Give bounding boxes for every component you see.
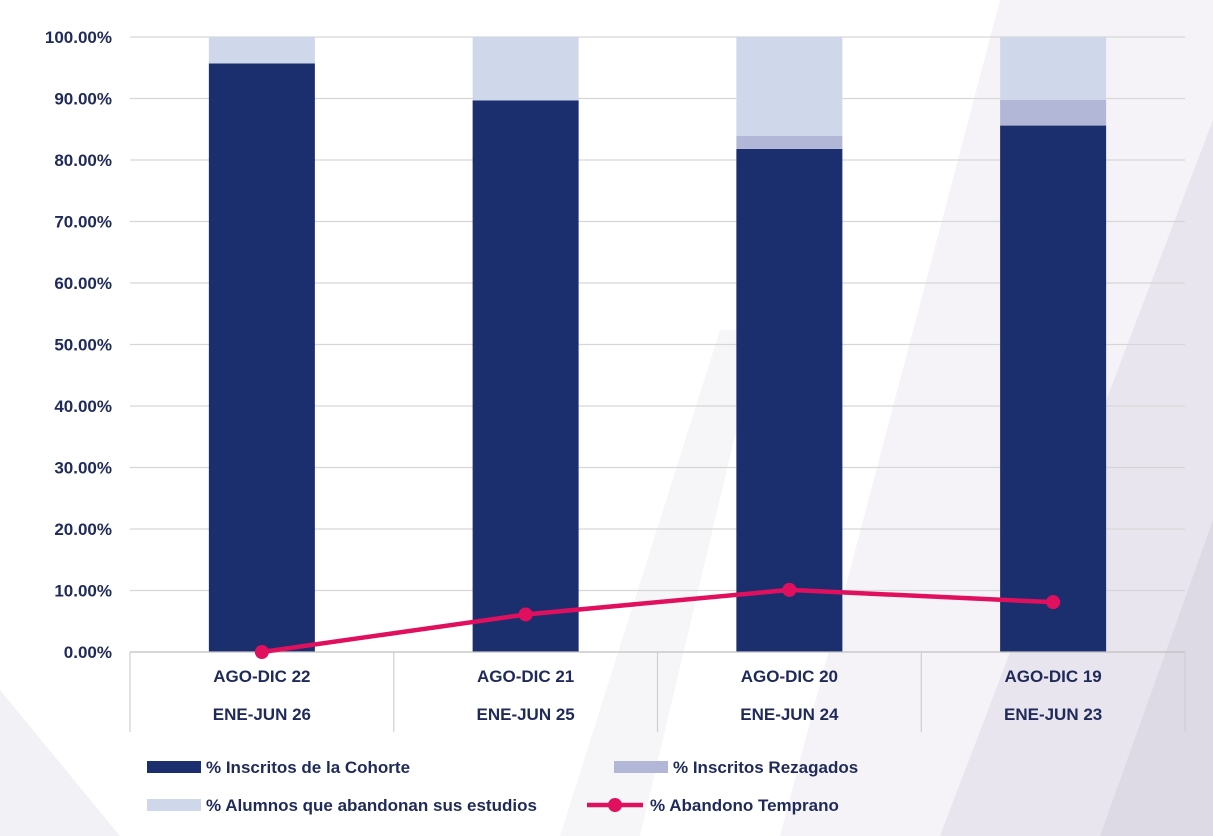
legend-item-0: % Inscritos de la Cohorte [147,758,410,777]
legend-label: % Abandono Temprano [650,796,839,815]
bar-segment-series0-cat0 [208,63,315,652]
line-point-cat0 [254,645,269,659]
x-tick-label: ENE-JUN 24 [740,705,839,724]
y-tick-label: 90.00% [54,90,112,109]
x-tick-label: ENE-JUN 25 [476,705,574,724]
legend-item-2: % Alumnos que abandonan sus estudios [147,796,537,815]
bar-segment-series2-cat0 [208,37,315,64]
bars [208,37,1107,653]
bar-segment-series2-cat3 [1000,37,1107,100]
legend-swatch [147,799,201,811]
bar-segment-series1-cat2 [736,136,843,149]
legend: % Inscritos de la Cohorte % Inscritos Rez… [147,758,858,815]
legend-item-3: % Abandono Temprano [587,796,839,815]
abandono-temprano-line [254,582,1061,659]
legend-swatch-marker [608,798,622,812]
bar-segment-series2-cat1 [472,37,579,101]
bar-segment-series0-cat2 [736,148,843,652]
y-tick-label: 70.00% [54,213,112,232]
legend-swatch [147,761,201,773]
y-tick-label: 60.00% [54,274,112,293]
line-point-cat3 [1046,595,1061,610]
bar-segment-series0-cat3 [1000,125,1107,652]
x-tick-label: AGO-DIC 22 [213,667,310,686]
legend-label: % Alumnos que abandonan sus estudios [206,796,537,815]
y-tick-label: 30.00% [54,459,112,478]
y-tick-label: 20.00% [54,520,112,539]
x-tick-label: AGO-DIC 21 [477,667,574,686]
legend-label: % Inscritos de la Cohorte [206,758,410,777]
bar-segment-series0-cat1 [472,100,579,653]
bar-segment-series1-cat3 [1000,99,1107,126]
y-tick-label: 50.00% [54,336,112,355]
bar-segment-series2-cat2 [736,37,843,137]
legend-swatch [614,761,668,773]
x-axis: AGO-DIC 22 ENE-JUN 26 AGO-DIC 21 ENE-JUN 25… [129,651,1186,732]
y-axis: 0.00% 10.00% 20.00% 30.00% 40.00% 50.00% 60.00… [45,28,112,662]
line-point-cat2 [782,582,797,597]
y-tick-label: 80.00% [54,151,112,170]
legend-label: % Inscritos Rezagados [673,758,858,777]
y-tick-label: 0.00% [64,643,112,662]
line-point-cat1 [518,607,533,622]
y-tick-label: 100.00% [45,28,112,47]
x-tick-label: AGO-DIC 20 [741,667,838,686]
legend-item-1: % Inscritos Rezagados [614,758,858,777]
x-tick-label: ENE-JUN 23 [1004,705,1102,724]
y-tick-label: 40.00% [54,397,112,416]
y-tick-label: 10.00% [54,582,112,601]
x-tick-label: ENE-JUN 26 [213,705,311,724]
line-series-3 [261,587,1054,655]
x-tick-label: AGO-DIC 19 [1004,667,1101,686]
